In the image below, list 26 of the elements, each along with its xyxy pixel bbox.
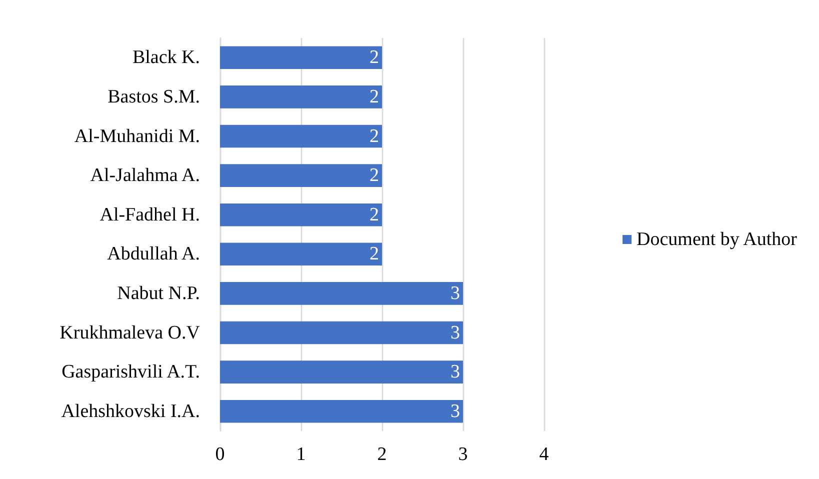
x-tick-label: 1 <box>296 444 306 465</box>
y-tick-label: Nabut N.P. <box>117 282 200 304</box>
legend-label: Document by Author <box>636 229 798 250</box>
y-tick-label: Al-Jalahma A. <box>90 165 200 186</box>
y-tick-label: Abdullah A. <box>107 244 200 265</box>
data-label: 2 <box>370 165 379 186</box>
data-label: 3 <box>450 322 460 344</box>
x-tick-label: 0 <box>215 444 225 465</box>
y-tick-label: Black K. <box>132 47 200 68</box>
data-label: 2 <box>370 126 379 147</box>
y-tick-label: Al-Muhanidi M. <box>74 126 200 147</box>
x-tick-label: 2 <box>377 444 387 465</box>
data-label: 2 <box>370 86 379 108</box>
y-tick-label: Al-Fadhel H. <box>100 204 200 226</box>
y-tick-label: Alehshkovski I.A. <box>61 400 200 422</box>
data-label: 2 <box>370 204 379 226</box>
y-tick-label: Krukhmaleva O.V <box>60 322 200 344</box>
y-tick-label: Gasparishvili A.T. <box>62 362 200 383</box>
data-label: 3 <box>450 282 460 304</box>
y-tick-label: Bastos S.M. <box>108 86 200 108</box>
x-tick-label: 3 <box>458 444 468 465</box>
data-label: 3 <box>450 362 460 383</box>
data-label: 2 <box>370 244 379 265</box>
x-tick-label: 4 <box>539 444 550 465</box>
data-label: 2 <box>370 47 379 68</box>
data-label: 3 <box>450 400 460 422</box>
